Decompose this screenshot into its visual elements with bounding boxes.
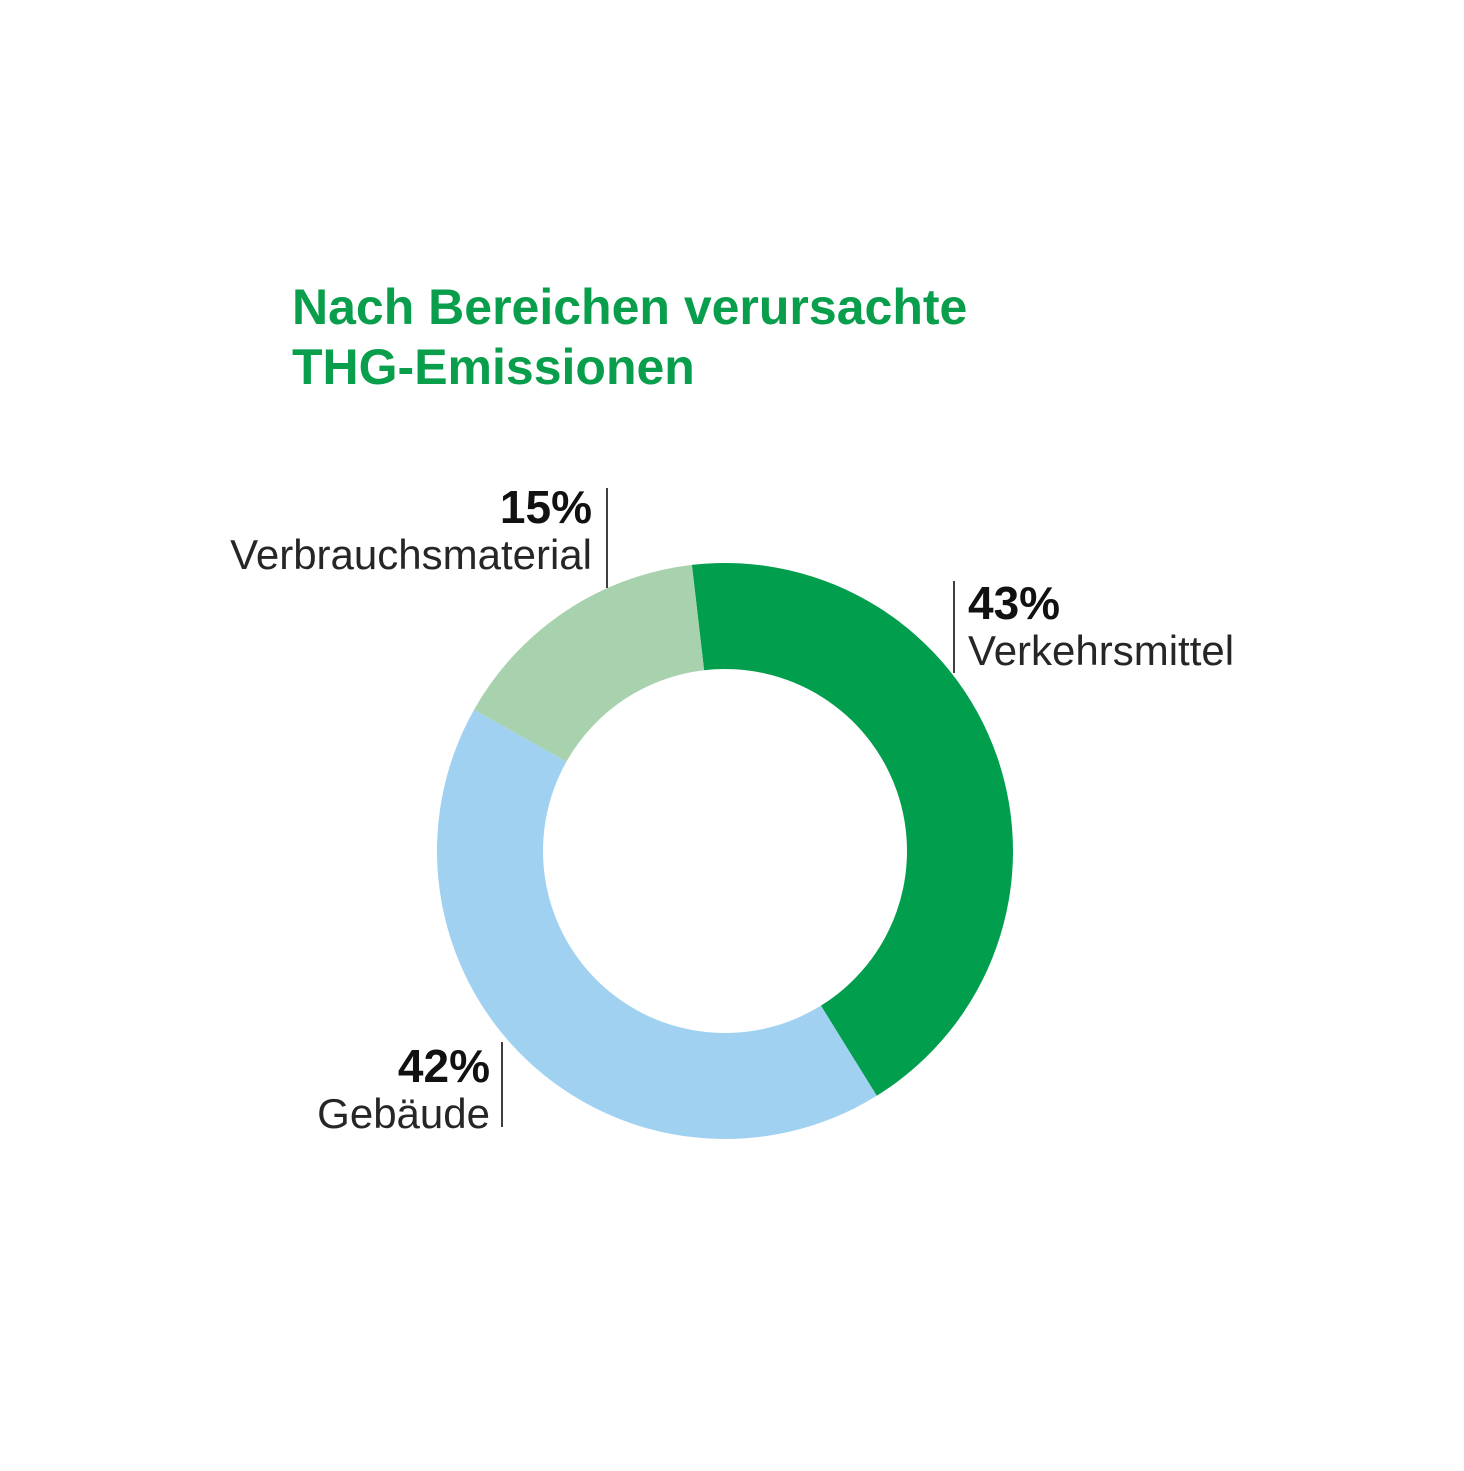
chart-title: Nach Bereichen verursachte THG-Emissione… xyxy=(292,277,967,397)
leader-line-verkehrsmittel xyxy=(953,581,955,673)
callout-label-gebaeude: Gebäude xyxy=(317,1090,490,1137)
callout-value-gebaeude: 42% xyxy=(397,1040,490,1092)
chart-title-line-1: Nach Bereichen verursachte xyxy=(292,279,968,335)
callout-value-verkehrsmittel: 43% xyxy=(968,577,1061,629)
donut-segment-verkehrsmittel xyxy=(691,563,1013,1096)
callout-label-verkehrsmittel: Verkehrsmittel xyxy=(968,627,1235,674)
callout-verbrauchsmaterial: 15% Verbrauchsmaterial xyxy=(230,482,592,578)
donut-segment-gebaeude xyxy=(437,709,877,1139)
leader-line-verbrauchsmaterial xyxy=(606,488,608,588)
callout-gebaeude: 42% Gebäude xyxy=(317,1041,490,1137)
callout-verkehrsmittel: 43% Verkehrsmittel xyxy=(968,578,1234,674)
callout-label-verbrauchsmaterial: Verbrauchsmaterial xyxy=(230,531,592,578)
chart-title-line-2: THG-Emissionen xyxy=(292,339,695,395)
leader-line-gebaeude xyxy=(501,1042,503,1127)
donut-segment-verbrauchsmaterial xyxy=(474,564,705,762)
callout-value-verbrauchsmaterial: 15% xyxy=(499,481,592,533)
donut-chart xyxy=(437,563,1013,1139)
